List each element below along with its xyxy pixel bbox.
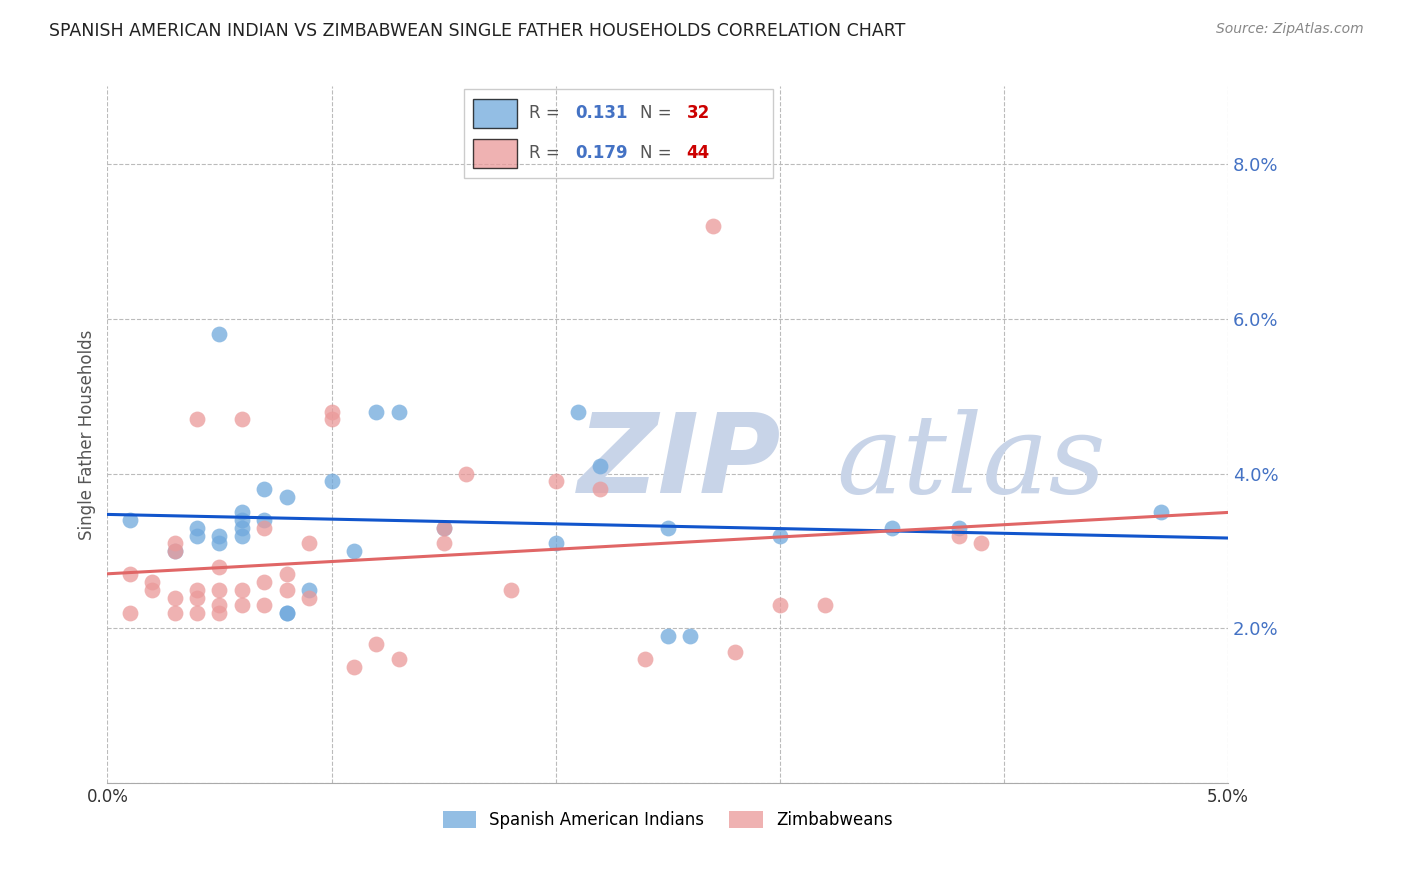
Point bbox=[163, 591, 186, 605]
Point bbox=[589, 458, 612, 473]
Point bbox=[208, 582, 231, 597]
Point bbox=[163, 606, 186, 620]
Point bbox=[208, 327, 231, 342]
Point bbox=[231, 505, 253, 519]
Point bbox=[163, 536, 186, 550]
Point bbox=[321, 412, 343, 426]
Point bbox=[186, 528, 208, 542]
Point bbox=[343, 660, 366, 674]
Point bbox=[231, 599, 253, 613]
Point bbox=[186, 521, 208, 535]
Text: 0.131: 0.131 bbox=[575, 104, 628, 122]
Text: 0.179: 0.179 bbox=[575, 145, 628, 162]
Point bbox=[186, 582, 208, 597]
Point bbox=[276, 606, 298, 620]
Point bbox=[702, 219, 724, 233]
Point bbox=[276, 582, 298, 597]
Point bbox=[208, 559, 231, 574]
Point bbox=[679, 629, 702, 643]
Point bbox=[141, 574, 163, 589]
Point bbox=[231, 528, 253, 542]
Text: 44: 44 bbox=[686, 145, 710, 162]
Point bbox=[231, 513, 253, 527]
Point bbox=[388, 404, 411, 418]
FancyBboxPatch shape bbox=[474, 99, 516, 128]
Text: N =: N = bbox=[640, 145, 678, 162]
Point bbox=[298, 591, 321, 605]
Point bbox=[118, 606, 141, 620]
Point bbox=[208, 528, 231, 542]
Text: N =: N = bbox=[640, 104, 678, 122]
Point bbox=[208, 606, 231, 620]
Point bbox=[208, 536, 231, 550]
Point bbox=[813, 599, 835, 613]
Point bbox=[186, 412, 208, 426]
Text: R =: R = bbox=[529, 145, 565, 162]
Point bbox=[544, 536, 567, 550]
Point bbox=[880, 521, 903, 535]
Point bbox=[231, 521, 253, 535]
Point bbox=[567, 404, 589, 418]
Point bbox=[432, 521, 454, 535]
Point bbox=[657, 521, 679, 535]
Point bbox=[231, 582, 253, 597]
Point bbox=[499, 582, 522, 597]
Point bbox=[253, 574, 276, 589]
Point bbox=[321, 475, 343, 489]
Point bbox=[970, 536, 993, 550]
Text: ZIP: ZIP bbox=[578, 409, 782, 516]
Point bbox=[366, 637, 388, 651]
Text: 32: 32 bbox=[686, 104, 710, 122]
Point bbox=[253, 521, 276, 535]
Point bbox=[186, 606, 208, 620]
Point bbox=[141, 582, 163, 597]
Point bbox=[208, 599, 231, 613]
Point bbox=[343, 544, 366, 558]
Point bbox=[769, 599, 792, 613]
Point bbox=[432, 536, 454, 550]
Point bbox=[163, 544, 186, 558]
Point bbox=[253, 482, 276, 496]
Point bbox=[366, 404, 388, 418]
Point bbox=[253, 513, 276, 527]
Point bbox=[163, 544, 186, 558]
Point bbox=[321, 404, 343, 418]
Point bbox=[948, 528, 970, 542]
Point bbox=[657, 629, 679, 643]
Point bbox=[118, 567, 141, 582]
Point bbox=[388, 652, 411, 666]
Point bbox=[231, 412, 253, 426]
Point bbox=[1150, 505, 1173, 519]
Point bbox=[454, 467, 477, 481]
Text: Source: ZipAtlas.com: Source: ZipAtlas.com bbox=[1216, 22, 1364, 37]
Text: atlas: atlas bbox=[835, 409, 1105, 516]
FancyBboxPatch shape bbox=[474, 139, 516, 168]
Point bbox=[276, 490, 298, 504]
Point bbox=[186, 591, 208, 605]
Point bbox=[276, 606, 298, 620]
Point bbox=[769, 528, 792, 542]
Text: R =: R = bbox=[529, 104, 565, 122]
Point bbox=[724, 645, 747, 659]
Text: SPANISH AMERICAN INDIAN VS ZIMBABWEAN SINGLE FATHER HOUSEHOLDS CORRELATION CHART: SPANISH AMERICAN INDIAN VS ZIMBABWEAN SI… bbox=[49, 22, 905, 40]
Point bbox=[298, 536, 321, 550]
Point bbox=[634, 652, 657, 666]
Point bbox=[253, 599, 276, 613]
Point bbox=[948, 521, 970, 535]
Point bbox=[589, 482, 612, 496]
Legend: Spanish American Indians, Zimbabweans: Spanish American Indians, Zimbabweans bbox=[434, 803, 901, 838]
Point bbox=[432, 521, 454, 535]
Point bbox=[118, 513, 141, 527]
Y-axis label: Single Father Households: Single Father Households bbox=[79, 330, 96, 540]
Point bbox=[544, 475, 567, 489]
Point bbox=[298, 582, 321, 597]
Point bbox=[276, 567, 298, 582]
